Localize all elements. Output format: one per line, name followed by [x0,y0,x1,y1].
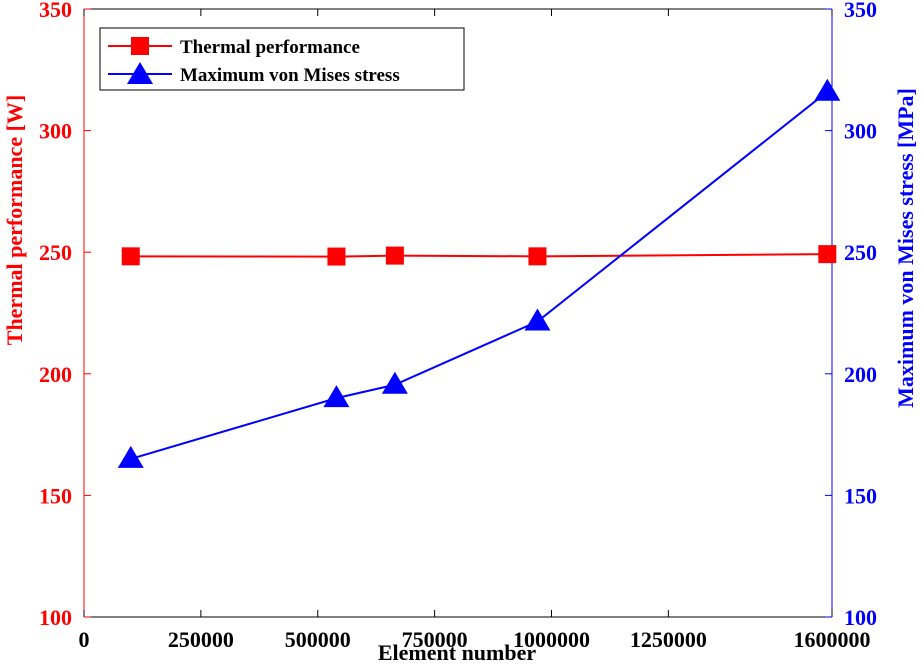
data-point-square [327,247,346,266]
right-tick-label: 350 [844,0,877,22]
left-tick-label: 100 [39,605,72,630]
right-tick-label: 200 [844,362,877,387]
x-axis-title: Element number [378,640,537,665]
x-tick-label: 1250000 [630,627,707,652]
series-line-thermal [130,253,828,258]
left-tick-label: 150 [39,483,72,508]
series-line-stress [130,90,828,460]
legend-label-thermal: Thermal performance [180,37,360,58]
legend-marker-triangle [127,62,153,84]
x-tick-label: 250000 [168,627,234,652]
legend-label-stress: Maximum von Mises stress [180,65,400,86]
left-tick-label: 250 [39,240,72,265]
right-tick-label: 100 [844,605,877,630]
data-point-triangle [323,385,350,408]
data-point-triangle [524,308,551,331]
left-tick-label: 350 [39,0,72,22]
x-tick-label: 500000 [285,627,351,652]
x-tick-label: 1000000 [513,627,590,652]
x-tick-label: 1600000 [794,627,871,652]
data-point-square [528,247,547,266]
data-point-triangle [814,78,841,101]
data-point-square [818,245,837,264]
right-axis-title: Maximum von Mises stress [MPa] [893,88,918,408]
right-tick-label: 150 [844,483,877,508]
x-tick-label: 750000 [402,627,468,652]
left-tick-label: 300 [39,119,72,144]
right-tick-label: 300 [844,119,877,144]
legend: Thermal performance Maximum von Mises st… [99,27,465,91]
left-tick-label: 200 [39,362,72,387]
data-point-square [121,247,140,266]
series-layer [117,78,841,468]
x-tick-label: 0 [79,627,90,652]
data-point-square [385,246,404,265]
legend-box [99,27,465,91]
data-point-triangle [117,445,144,468]
data-point-triangle [381,371,408,394]
legend-marker-square [131,37,149,55]
right-tick-label: 250 [844,240,877,265]
left-axis-title: Thermal performance [W] [2,95,27,345]
axes: 0 250000 500000 750000 1000000 1250000 1600000… [39,0,877,652]
